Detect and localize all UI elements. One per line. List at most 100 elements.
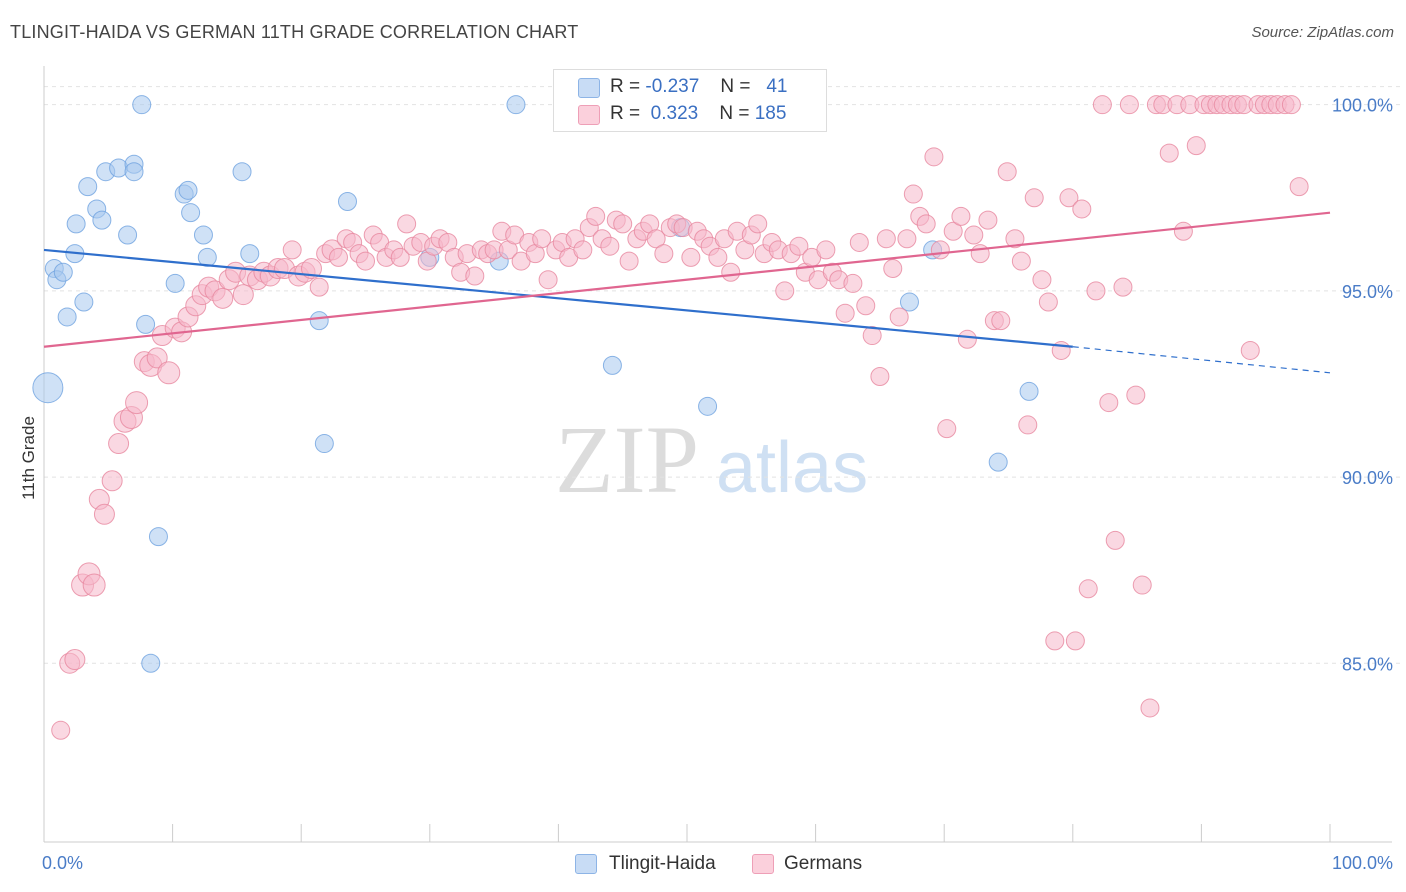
watermark-zip: ZIP bbox=[555, 406, 699, 513]
germans-point bbox=[600, 236, 620, 256]
tlingit-haida-point bbox=[132, 95, 152, 115]
germans-point bbox=[586, 206, 606, 226]
tlingit-haida-point bbox=[32, 372, 64, 404]
germans-trend-line bbox=[43, 211, 1331, 348]
germans-point bbox=[309, 277, 329, 297]
germans-point bbox=[1132, 575, 1152, 595]
legend-r-label: R = bbox=[610, 103, 641, 124]
legend-r-value: -0.237 bbox=[645, 76, 700, 97]
germans-point bbox=[883, 259, 903, 279]
germans-point bbox=[978, 210, 998, 230]
tlingit-haida-point bbox=[899, 292, 919, 312]
germans-point bbox=[1045, 631, 1065, 651]
germans-point bbox=[212, 287, 234, 309]
tlingit-haida-point bbox=[118, 225, 138, 245]
tlingit-haida-points bbox=[32, 95, 1039, 673]
tlingit-haida-point bbox=[988, 452, 1008, 472]
axes bbox=[43, 66, 1392, 843]
legend-n-label: N = bbox=[719, 103, 750, 124]
germans-point bbox=[843, 273, 863, 293]
tlingit-haida-point bbox=[193, 225, 213, 245]
germans-point bbox=[789, 236, 809, 256]
germans-point bbox=[1099, 393, 1119, 413]
germans-point bbox=[1126, 385, 1146, 405]
tlingit-haida-point bbox=[698, 396, 718, 416]
germans-point bbox=[465, 266, 485, 286]
legend-r-label: R = bbox=[610, 76, 641, 97]
germans-point bbox=[1289, 177, 1309, 197]
germans-point bbox=[1281, 95, 1301, 115]
tlingit-haida-point bbox=[53, 262, 73, 282]
tlingit-haida-point bbox=[141, 653, 161, 673]
series-legend: Tlingit-Haida Germans bbox=[0, 852, 1406, 878]
germans-point bbox=[538, 270, 558, 290]
germans-point bbox=[816, 240, 836, 260]
germans-point bbox=[964, 225, 984, 245]
tlingit-haida-point bbox=[148, 527, 168, 547]
germans-point bbox=[82, 573, 106, 597]
germans-point bbox=[93, 503, 115, 525]
germans-point bbox=[1038, 292, 1058, 312]
tlingit-haida-point bbox=[165, 273, 185, 293]
tick-labels: 85.0% 90.0% 95.0% 100.0% 0.0% 100.0% bbox=[42, 96, 1393, 873]
germans-point bbox=[1065, 631, 1085, 651]
germans-point bbox=[943, 221, 963, 241]
series-label-tlingit-haida: Tlingit-Haida bbox=[609, 853, 716, 874]
germans-point bbox=[108, 433, 130, 455]
germans-point bbox=[1092, 95, 1112, 115]
tlingit-haida-point bbox=[232, 162, 252, 182]
germans-point bbox=[1018, 415, 1038, 435]
germans-point bbox=[849, 232, 869, 252]
germans-point bbox=[1173, 221, 1193, 241]
correlation-legend: R = -0.237 N = 41 R = 0.323 N = 185 bbox=[553, 69, 827, 132]
germans-point bbox=[1105, 530, 1125, 550]
watermark-atlas: atlas bbox=[716, 428, 868, 508]
germans-point bbox=[916, 214, 936, 234]
tlingit-haida-point bbox=[78, 177, 98, 197]
germans-point bbox=[1086, 281, 1106, 301]
tlingit-haida-point bbox=[314, 434, 334, 454]
trend-lines bbox=[43, 211, 1331, 374]
germans-point bbox=[397, 214, 417, 234]
tlingit-haida-point bbox=[181, 203, 201, 223]
germans-point bbox=[646, 229, 666, 249]
legend-swatch-pink bbox=[578, 105, 600, 125]
germans-point bbox=[1005, 229, 1025, 249]
germans-point bbox=[937, 419, 957, 439]
germans-point bbox=[1059, 188, 1079, 208]
tlingit-haida-point bbox=[57, 307, 77, 327]
source-credit: Source: ZipAtlas.com bbox=[1251, 24, 1394, 41]
germans-point bbox=[1011, 251, 1031, 271]
germans-point bbox=[573, 240, 593, 260]
germans-point bbox=[64, 649, 86, 671]
germans-point bbox=[903, 184, 923, 204]
germans-point bbox=[835, 303, 855, 323]
tlingit-haida-point bbox=[178, 180, 198, 200]
germans-points bbox=[51, 95, 1309, 740]
legend-n-label: N = bbox=[720, 76, 751, 97]
germans-point bbox=[870, 367, 890, 387]
germans-point bbox=[619, 251, 639, 271]
y-axis-title: 11th Grade bbox=[19, 416, 38, 500]
y-tick-label: 95.0% bbox=[1342, 282, 1393, 302]
legend-r-value: 0.323 bbox=[650, 103, 699, 124]
germans-point bbox=[957, 329, 977, 349]
germans-point bbox=[390, 247, 410, 267]
tlingit-haida-point bbox=[92, 210, 112, 230]
tlingit-haida-point bbox=[309, 311, 329, 331]
germans-point bbox=[157, 361, 181, 385]
germans-point bbox=[721, 262, 741, 282]
germans-point bbox=[1159, 143, 1179, 163]
tlingit-haida-point bbox=[74, 292, 94, 312]
germans-point bbox=[1072, 199, 1092, 219]
germans-point bbox=[1140, 698, 1160, 718]
germans-point bbox=[1024, 188, 1044, 208]
germans-point bbox=[862, 326, 882, 346]
germans-point bbox=[51, 720, 71, 740]
tlingit-haida-point bbox=[240, 244, 260, 264]
chart-title: TLINGIT-HAIDA VS GERMAN 11TH GRADE CORRE… bbox=[10, 22, 579, 42]
series-label-germans: Germans bbox=[784, 853, 863, 874]
germans-point bbox=[1032, 270, 1052, 290]
tlingit-haida-point bbox=[136, 314, 156, 334]
watermark: ZIP atlas bbox=[555, 406, 868, 513]
